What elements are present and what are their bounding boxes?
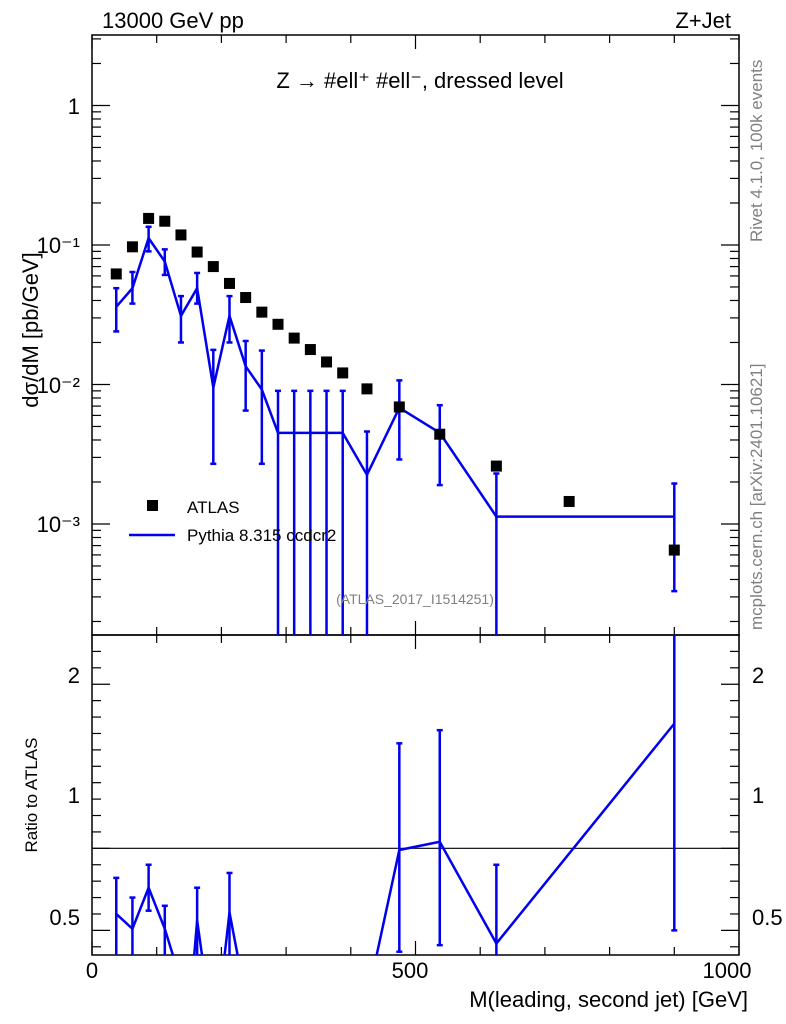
x-axis-label: M(leading, second jet) [GeV] [469,987,748,1012]
main-panel-frame [91,34,740,636]
mcplots-label: mcplots.cern.ch [arXiv:2401.10621] [747,364,766,630]
atlas-data-point [207,261,219,273]
mc-series-main [113,225,678,635]
atlas-series-main [110,212,680,556]
atlas-data-point [110,268,122,280]
ratio-y-tick-label: 2 [68,663,80,688]
atlas-data-point [361,383,373,395]
main-y-tick-label: 10⁻² [37,373,80,398]
rivet-label: Rivet 4.1.0, 100k events [747,60,766,242]
atlas-data-point [143,212,155,224]
atlas-data-point [490,460,502,472]
header-left: 13000 GeV pp [102,8,244,33]
atlas-data-point [175,229,187,241]
atlas-data-point [321,356,333,368]
legend-atlas-marker [147,500,158,511]
ratio-y-axis-label: Ratio to ATLAS [22,738,41,853]
legend-mc-label: Pythia 8.315 ccdcr2 [187,526,336,545]
x-tick-label: 1000 [703,958,752,983]
x-tick-label: 0 [86,958,98,983]
atlas-data-point [240,292,252,304]
main-y-tick-label: 1 [68,94,80,119]
atlas-data-point [304,344,316,356]
ratio-y-tick-label-right: 0.5 [752,905,783,930]
ratio-line [223,912,239,956]
axis-ticks [91,35,740,955]
mc-series-ratio [113,635,678,956]
ratio-y-tick-label-right: 1 [752,783,764,808]
ratio-y-tick-label: 0.5 [49,905,80,930]
atlas-data-point [288,332,300,344]
atlas-data-point [191,246,203,258]
analysis-watermark: (ATLAS_2017_I1514251) [336,591,494,607]
mc-line [115,235,675,518]
ratio-y-tick-label: 1 [68,783,80,808]
atlas-data-point [393,401,405,413]
legend: ATLAS Pythia 8.315 ccdcr2 [129,498,336,545]
atlas-data-point [668,544,680,556]
legend-atlas-label: ATLAS [187,498,240,517]
atlas-data-point [126,241,138,253]
header-right: Z+Jet [675,8,731,33]
main-y-tick-label: 10⁻³ [37,512,80,537]
main-title: Z → #ell⁺ #ell⁻, dressed level [276,68,563,93]
ratio-panel-frame [91,634,740,956]
ratio-y-tick-label-right: 2 [752,663,764,688]
ratio-line [375,722,676,956]
atlas-data-point [223,277,235,289]
atlas-data-point [256,306,268,318]
main-y-tick-label: 10⁻¹ [37,233,80,258]
atlas-data-point [159,215,171,227]
atlas-data-point [563,495,575,507]
x-tick-label: 500 [392,958,429,983]
atlas-data-point [337,367,349,379]
atlas-data-point [272,318,284,330]
main-y-axis-label: dσ/dM [pb/GeV] [18,252,43,407]
atlas-data-point [434,428,446,440]
